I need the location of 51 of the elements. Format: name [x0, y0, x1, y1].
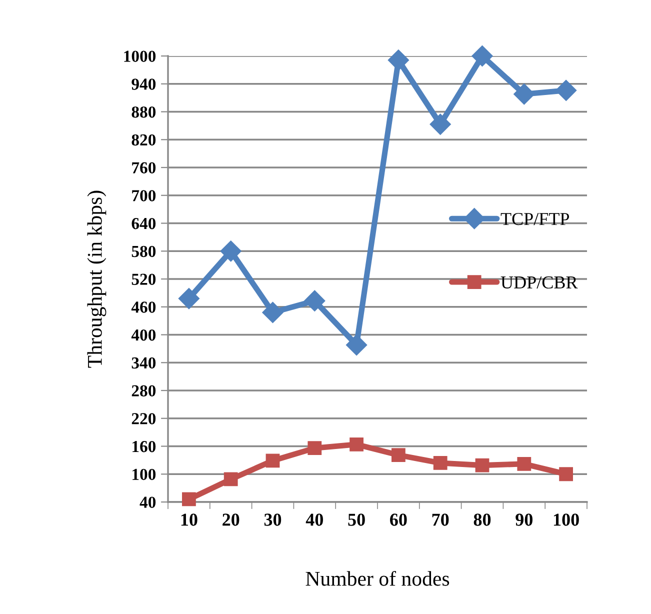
point: [350, 437, 364, 452]
point: [178, 288, 200, 310]
x-tick-label: 10: [181, 514, 198, 526]
y-tick-label: 400: [131, 329, 156, 341]
y-tick-label: 1000: [124, 50, 156, 62]
y-tick-label: 220: [132, 413, 156, 424]
point: [517, 456, 532, 471]
y-tick-label: 580: [132, 246, 156, 258]
y-tick-label: 940: [132, 78, 156, 90]
point: [430, 114, 451, 135]
x-tick-label: 50: [348, 514, 365, 526]
x-tick-label: 20: [222, 514, 240, 526]
x-tick-label: 100: [554, 514, 579, 526]
y-tick-label: 280: [132, 385, 156, 396]
point: [556, 80, 577, 101]
x-axis-title: Number of nodes: [306, 570, 450, 586]
y-tick-label: 340: [132, 357, 156, 369]
x-tick-label: 80: [474, 514, 491, 526]
point: [388, 50, 409, 71]
point: [472, 45, 493, 67]
y-tick-label: 820: [132, 134, 156, 146]
x-tick-label: 70: [432, 514, 449, 526]
point: [182, 492, 196, 506]
point: [266, 454, 280, 468]
y-tick-label: 880: [132, 106, 156, 118]
point: [304, 290, 326, 312]
y-tick-label: 160: [132, 440, 156, 452]
point: [433, 456, 448, 470]
point: [392, 448, 406, 462]
point: [262, 302, 284, 323]
y-tick-label: 40: [140, 496, 156, 508]
y-tick-label: 100: [132, 468, 156, 480]
point: [224, 472, 238, 486]
x-tick-label: 90: [516, 514, 532, 526]
point: [346, 334, 368, 356]
y-tick-label: 700: [132, 190, 156, 202]
point: [220, 240, 242, 262]
x-tick-label: 60: [390, 514, 407, 526]
y-tick-label: 520: [132, 274, 156, 285]
x-tick-label: 30: [264, 514, 282, 526]
y-tick-label: 640: [132, 218, 156, 230]
legend-label: UDP/CBR: [500, 276, 578, 289]
y-tick-label: 460: [131, 302, 156, 313]
point: [308, 441, 322, 456]
point: [559, 467, 573, 482]
legend-label: TCP/FTP: [500, 212, 570, 226]
y-axis-title: Throughput (in kbps): [87, 190, 106, 368]
x-tick-label: 40: [306, 514, 323, 526]
point: [475, 458, 490, 472]
y-tick-label: 760: [132, 162, 156, 174]
point: [514, 84, 535, 105]
